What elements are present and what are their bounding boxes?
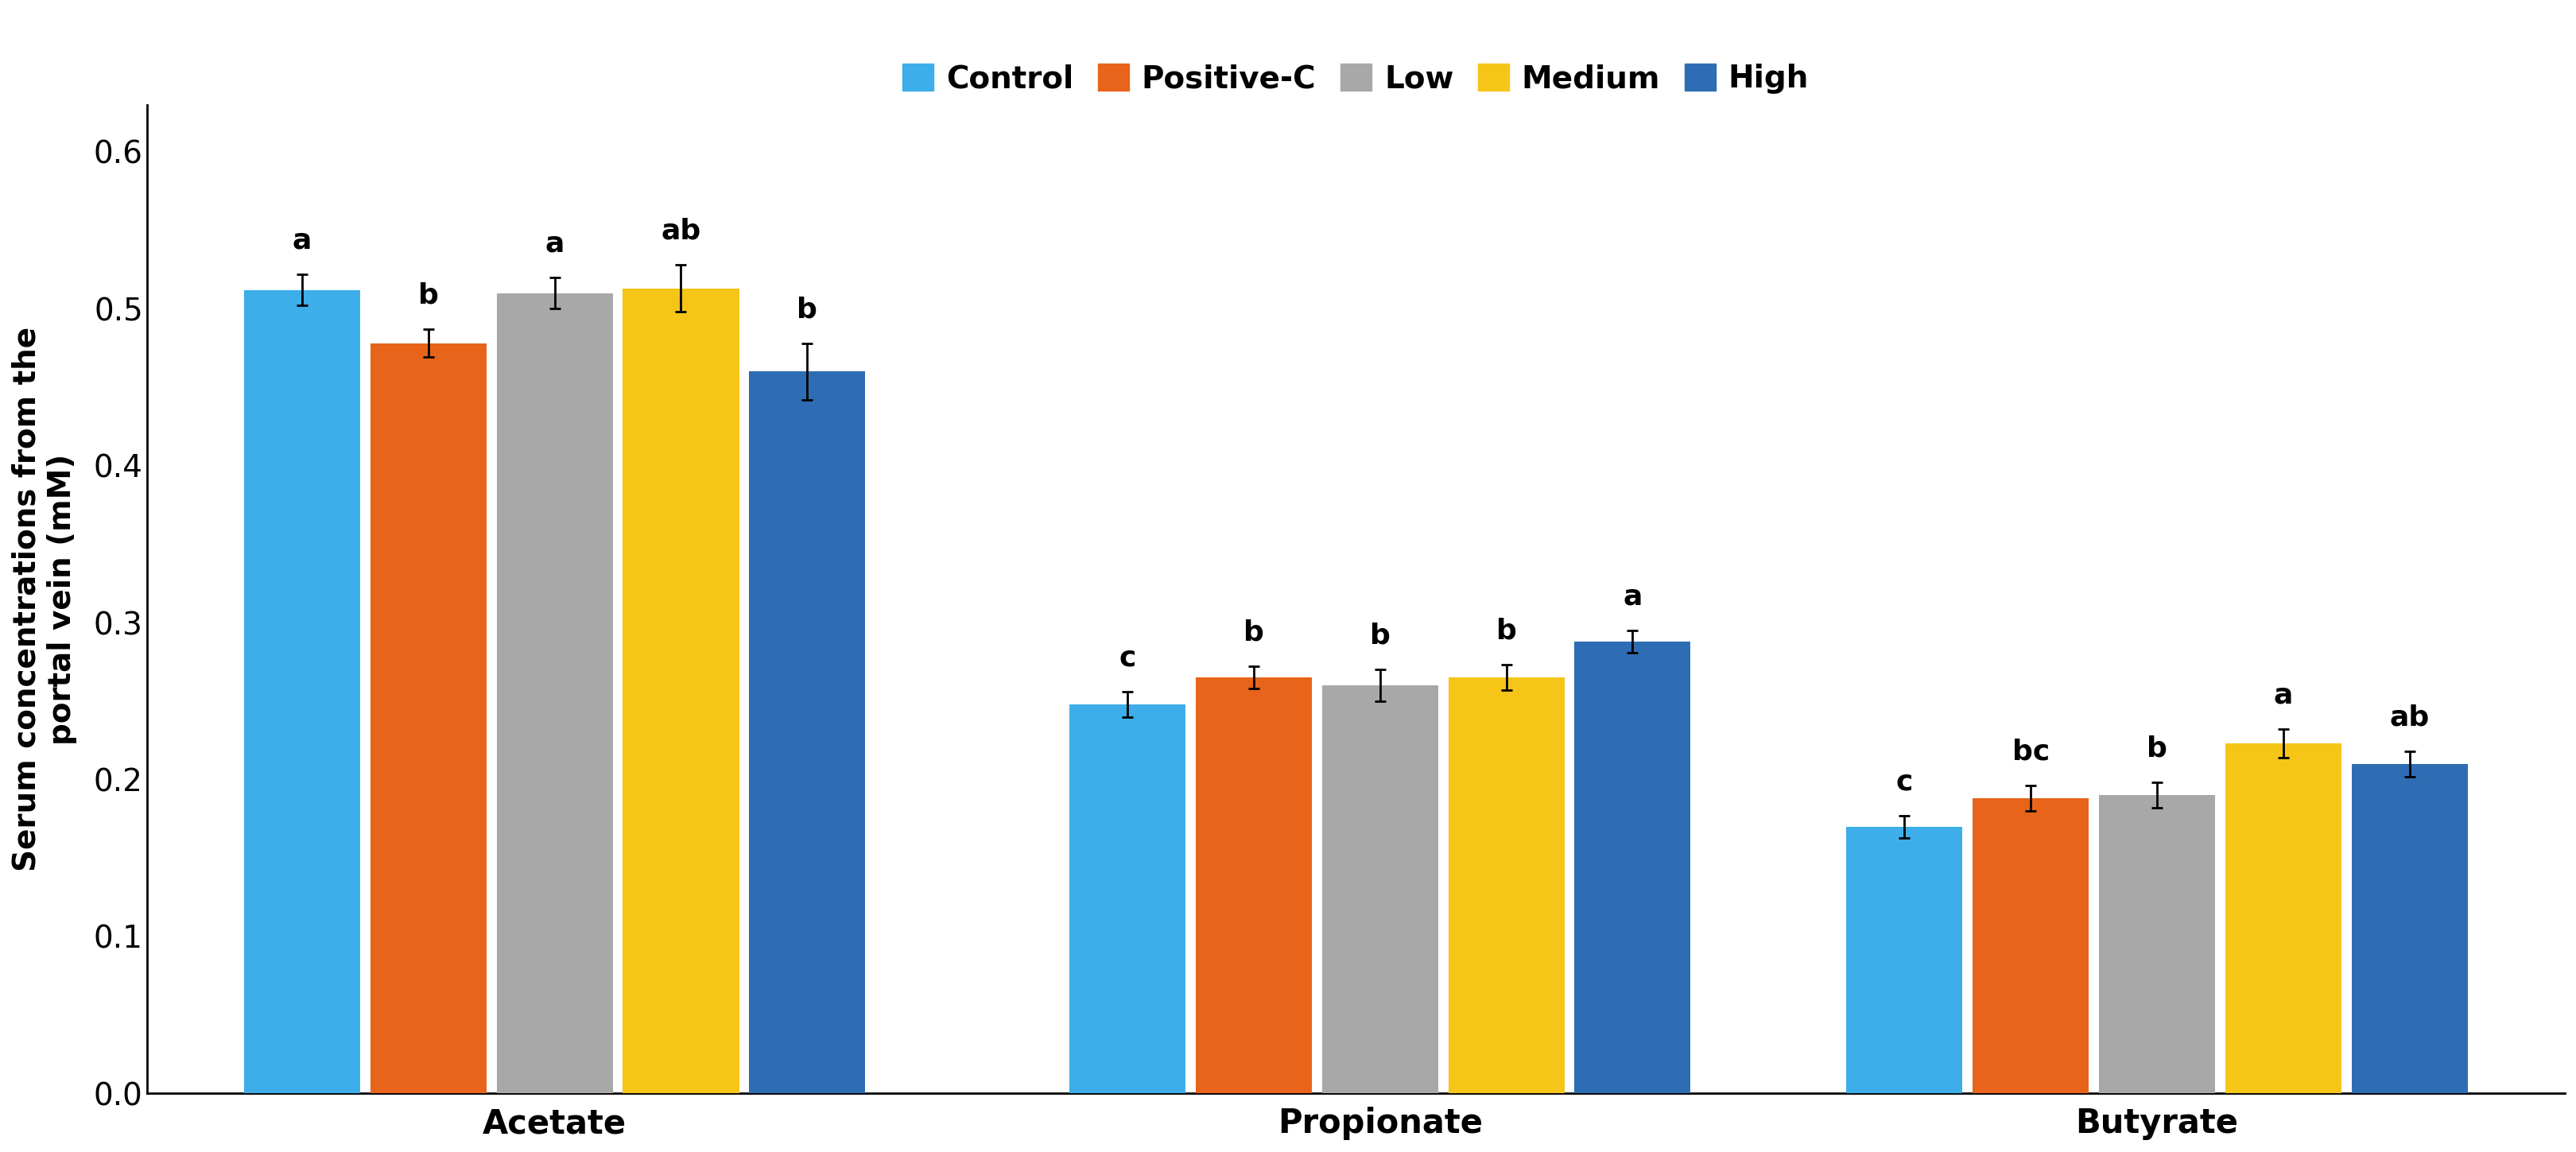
Bar — [2352, 764, 2468, 1093]
Bar — [1574, 642, 1690, 1093]
Text: a: a — [2272, 682, 2293, 708]
Text: b: b — [796, 296, 817, 323]
Bar — [2226, 743, 2342, 1093]
Bar — [750, 371, 866, 1093]
Bar — [1069, 704, 1185, 1093]
Text: b: b — [1497, 617, 1517, 645]
Text: b: b — [417, 281, 438, 309]
Text: a: a — [294, 227, 312, 253]
Text: b: b — [1370, 622, 1391, 650]
Bar — [1847, 827, 1963, 1093]
Bar — [2099, 795, 2215, 1093]
Text: a: a — [1623, 583, 1641, 611]
Bar — [371, 343, 487, 1093]
Text: c: c — [1118, 644, 1136, 672]
Text: bc: bc — [2012, 738, 2048, 765]
Bar — [1321, 685, 1437, 1093]
Text: ab: ab — [2388, 704, 2429, 730]
Bar — [497, 293, 613, 1093]
Text: a: a — [546, 230, 564, 257]
Bar — [245, 290, 361, 1093]
Legend: Control, Positive-C, Low, Medium, High: Control, Positive-C, Low, Medium, High — [891, 51, 1821, 106]
Text: b: b — [1244, 619, 1265, 646]
Bar — [1195, 677, 1311, 1093]
Y-axis label: Serum concentrations from the
portal vein (mM): Serum concentrations from the portal vei… — [13, 327, 77, 871]
Text: ab: ab — [662, 218, 701, 244]
Bar — [623, 288, 739, 1093]
Bar — [1973, 798, 2089, 1093]
Text: c: c — [1896, 768, 1911, 795]
Bar — [1448, 677, 1564, 1093]
Text: b: b — [2146, 735, 2166, 763]
